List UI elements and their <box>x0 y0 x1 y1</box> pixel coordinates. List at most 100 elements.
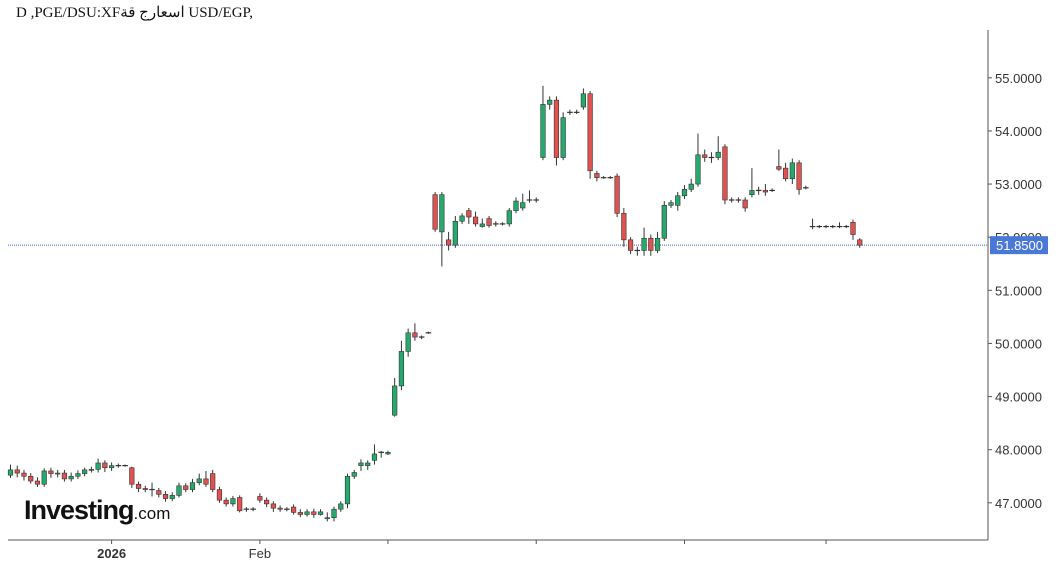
candle <box>7 464 14 478</box>
candle-body <box>162 494 169 499</box>
candle-body <box>486 218 492 226</box>
candle <box>499 222 506 226</box>
candle-body <box>223 499 229 505</box>
candle-body <box>176 485 182 496</box>
candle <box>385 450 391 455</box>
candle <box>196 473 202 486</box>
candle <box>580 88 586 110</box>
candle <box>762 184 768 196</box>
candle <box>594 170 600 182</box>
candle <box>358 459 364 471</box>
candle <box>681 185 688 199</box>
candle-body <box>311 511 317 515</box>
candle <box>324 512 330 522</box>
candle <box>331 506 337 522</box>
y-tick-label: 54.0000 <box>995 124 1042 139</box>
candle-body <box>21 472 27 477</box>
candle <box>28 473 34 484</box>
candle-body <box>34 480 41 485</box>
candle-body <box>627 239 634 251</box>
candle-body <box>344 475 351 505</box>
logo-suffix: .com <box>133 504 171 523</box>
candle-body <box>547 99 553 105</box>
candle <box>418 335 425 340</box>
candle <box>829 224 836 229</box>
candle-body <box>776 166 782 170</box>
candle-body <box>75 473 81 477</box>
candle-body <box>681 189 688 197</box>
candle-body <box>317 511 324 515</box>
candle <box>513 197 519 214</box>
candle-body <box>392 385 398 416</box>
candle-body <box>102 462 108 469</box>
candle <box>210 469 216 493</box>
candle-body <box>749 190 755 195</box>
candle <box>634 246 641 256</box>
candle <box>311 508 317 518</box>
candle-body <box>789 162 795 180</box>
candle-body <box>7 469 14 476</box>
candle-body <box>189 482 196 490</box>
candle-body <box>722 146 728 201</box>
candle <box>735 197 742 203</box>
candle <box>277 505 283 512</box>
candle-body <box>520 202 526 209</box>
candle <box>392 377 398 417</box>
candle <box>75 470 81 479</box>
candle-body <box>183 485 189 490</box>
candle-body <box>371 453 378 461</box>
candle <box>216 486 223 503</box>
candle-body <box>850 222 856 235</box>
candle <box>506 207 512 227</box>
candle <box>607 176 614 179</box>
y-tick-label: 48.0000 <box>995 443 1042 458</box>
candle-body <box>857 239 863 246</box>
candle <box>203 470 209 487</box>
candle-body <box>762 190 768 193</box>
candle <box>668 200 674 208</box>
candle-body <box>513 200 519 211</box>
last-price-value: 51.8500 <box>996 238 1043 253</box>
candle <box>587 91 593 179</box>
candle-body <box>614 175 620 214</box>
candle <box>796 160 802 195</box>
candle <box>14 465 20 478</box>
candle <box>553 96 560 166</box>
candle <box>715 136 721 161</box>
candle-body <box>196 478 202 483</box>
candle-body <box>109 465 115 469</box>
candle <box>648 234 654 256</box>
candle-body <box>257 496 263 501</box>
candle <box>115 463 122 468</box>
candle <box>439 192 445 267</box>
candle-body <box>88 469 94 471</box>
candles-group <box>7 85 863 522</box>
candle-body <box>506 210 512 225</box>
candle-body <box>95 462 101 470</box>
candle-body <box>270 503 276 509</box>
candle-body <box>472 216 479 225</box>
candle-body <box>277 507 283 510</box>
candle <box>641 227 647 256</box>
candle-body <box>594 173 600 178</box>
candle <box>405 328 411 357</box>
candle-body <box>55 472 61 475</box>
candle <box>230 495 236 507</box>
candle <box>520 193 526 211</box>
candle-body <box>216 489 223 501</box>
candle <box>290 504 297 515</box>
candle-body <box>432 194 438 230</box>
candle <box>371 444 378 465</box>
candle-body <box>540 104 546 158</box>
candle-body <box>385 452 391 455</box>
candle <box>843 224 850 229</box>
candle <box>250 507 256 512</box>
candle-body <box>661 205 667 239</box>
candle-body <box>452 220 458 246</box>
candle <box>270 501 276 512</box>
candle <box>284 507 290 512</box>
last-price-marker: 51.8500 <box>990 236 1048 255</box>
candle <box>742 197 748 212</box>
candle-body <box>466 210 472 218</box>
